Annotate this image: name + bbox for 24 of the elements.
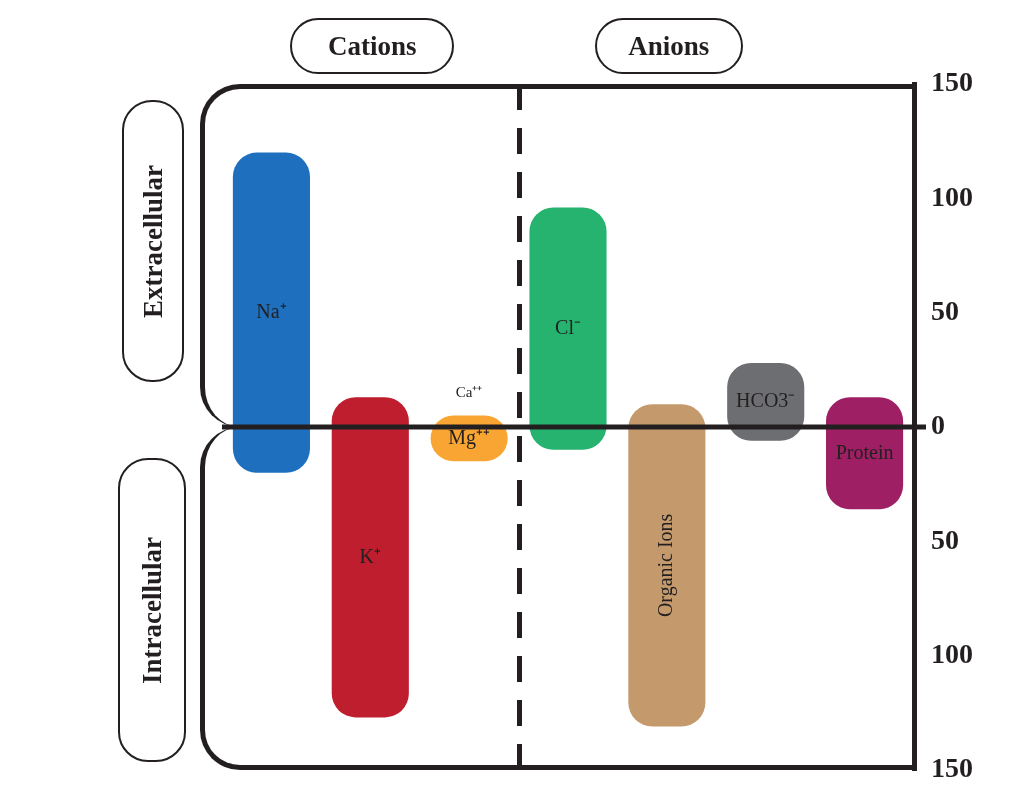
bar [628, 404, 706, 727]
x-tick-label: Organic Ions [654, 513, 678, 618]
bar [232, 152, 310, 473]
bar [331, 397, 409, 718]
x-tick-label: HCO3⁻ [736, 389, 796, 412]
y-tick-label: 0 [931, 409, 945, 441]
y-tick-label: 150 [931, 752, 973, 784]
y-tick-label: 50 [931, 523, 959, 555]
annotation: Ca⁺⁺ [454, 383, 484, 401]
bar [529, 207, 607, 450]
text: Anions [628, 30, 710, 62]
y-tick-label: 50 [931, 294, 959, 326]
x-tick-label: Mg⁺⁺ [448, 425, 491, 449]
x-tick-label: Na⁺ [256, 299, 287, 322]
x-tick-label: Protein [835, 440, 894, 463]
x-tick-label: K⁺ [359, 544, 382, 567]
y-tick-label: 100 [931, 180, 973, 212]
text: Intracellular [136, 536, 168, 684]
text: Extracellular [137, 164, 169, 318]
x-tick-label: Cl⁻ [555, 315, 581, 338]
bar [826, 397, 904, 510]
y-tick-label: 100 [931, 637, 973, 669]
text: Cations [328, 30, 417, 62]
y-tick-label: 150 [931, 66, 973, 98]
